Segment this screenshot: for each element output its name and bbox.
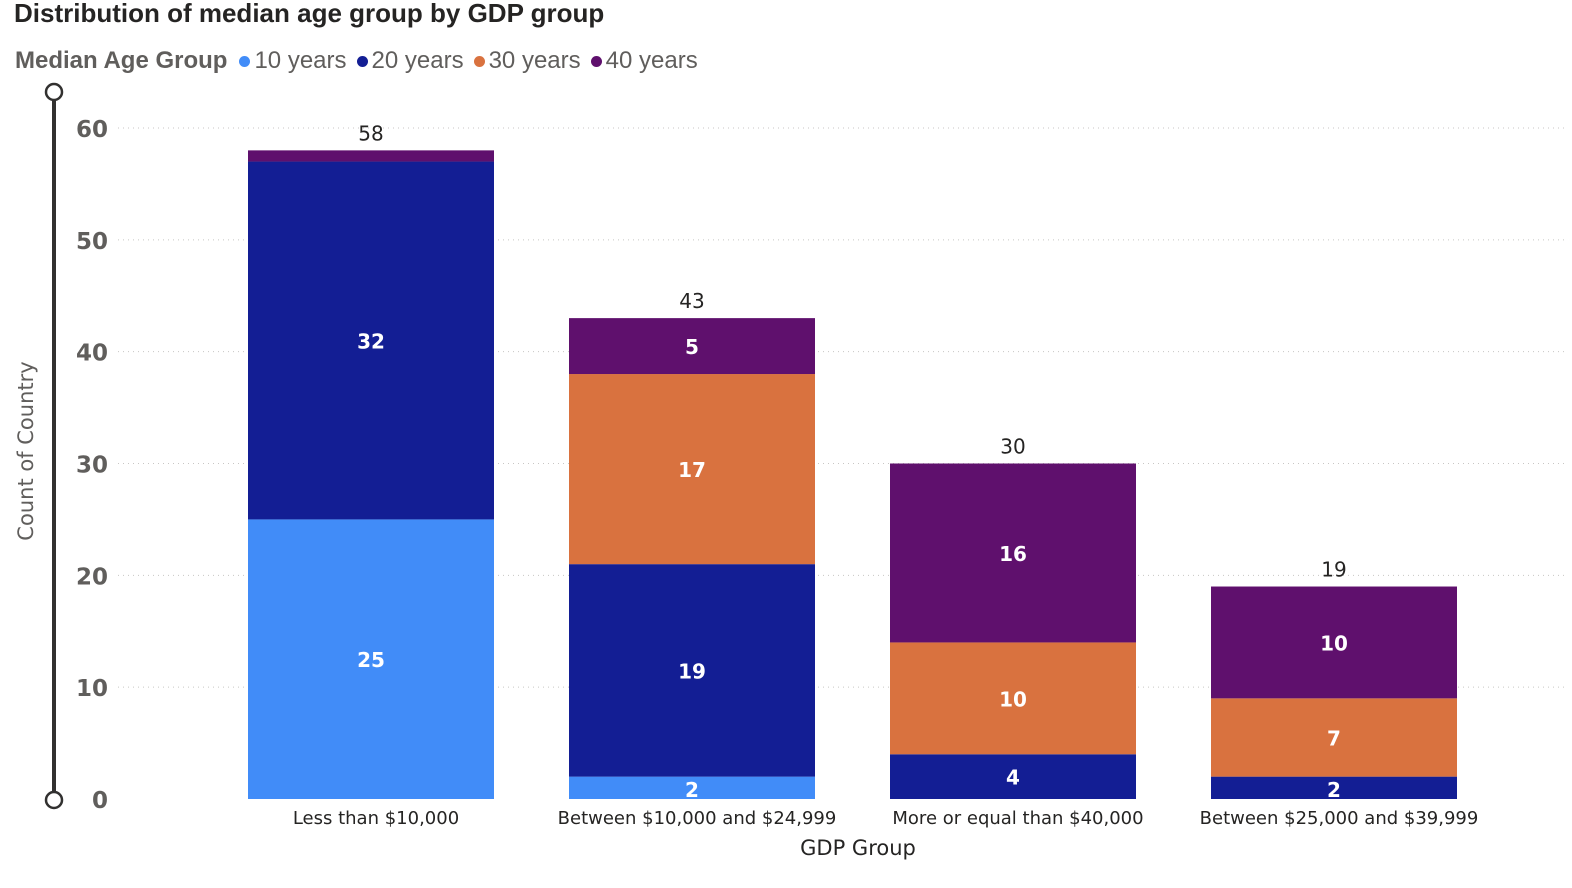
segment-label: 5 <box>685 335 699 359</box>
y-axis-title: Count of Country <box>14 361 38 540</box>
total-label: 19 <box>1321 558 1346 582</box>
chart-title: Distribution of median age group by GDP … <box>14 0 605 28</box>
legend-label-30-years: 30 years <box>488 47 581 74</box>
legend-dot-30-years <box>473 55 485 67</box>
legend-label-20-years: 20 years <box>371 47 464 74</box>
legend-dot-20-years <box>356 55 368 67</box>
bar-segment[interactable] <box>1211 586 1457 699</box>
gridlines <box>118 127 1568 688</box>
x-tick-label: Between $10,000 and $24,999 <box>558 808 837 829</box>
total-label: 30 <box>1000 435 1025 459</box>
y-tick-label: 20 <box>76 564 108 590</box>
segment-label: 10 <box>999 687 1027 711</box>
segment-label: 7 <box>1327 726 1341 750</box>
x-tick-label: More or equal than $40,000 <box>892 808 1143 829</box>
y-tick-label: 10 <box>76 676 108 702</box>
segment-label: 25 <box>357 648 385 672</box>
zoom-slider-top-handle[interactable] <box>44 82 64 102</box>
bar-segment[interactable] <box>569 564 815 777</box>
bar-segment[interactable] <box>890 463 1136 643</box>
total-labels: 58 43 30 19 <box>358 121 1346 581</box>
segment-label: 19 <box>678 659 706 683</box>
segment-label: 17 <box>678 458 706 482</box>
y-tick-label: 60 <box>76 117 108 143</box>
segment-label: 4 <box>1006 766 1020 790</box>
bar-segment[interactable] <box>1211 776 1457 799</box>
bar-segment[interactable] <box>890 754 1136 799</box>
zoom-slider-bottom-handle[interactable] <box>44 790 64 810</box>
bar-segment[interactable] <box>569 776 815 799</box>
legend-item-20-years[interactable]: 20 years <box>356 47 464 75</box>
bar-segment[interactable] <box>248 519 494 799</box>
legend-dot-40-years <box>590 55 602 67</box>
segment-label: 2 <box>1327 778 1341 802</box>
total-label: 43 <box>679 289 704 313</box>
segment-labels: 25 32 2 19 17 5 4 10 16 2 7 10 <box>357 329 1348 802</box>
legend-label-10-years: 10 years <box>254 47 347 74</box>
legend-label-40-years: 40 years <box>605 47 698 74</box>
legend-item-10-years[interactable]: 10 years <box>239 47 347 75</box>
bar-segment[interactable] <box>1211 698 1457 777</box>
legend: Median Age Group 10 years 20 years 30 ye… <box>15 44 708 78</box>
y-tick-label: 0 <box>92 788 108 814</box>
segment-label: 10 <box>1320 631 1348 655</box>
legend-title: Median Age Group <box>15 47 228 74</box>
y-tick-label: 40 <box>76 341 108 367</box>
segment-label: 2 <box>685 778 699 802</box>
bars <box>248 150 1457 799</box>
y-tick-label: 50 <box>76 229 108 255</box>
legend-dot-10-years <box>239 55 251 67</box>
segment-label: 16 <box>999 542 1027 566</box>
x-tick-label: Less than $10,000 <box>293 808 459 829</box>
y-tick-label: 30 <box>76 453 108 479</box>
zoom-slider <box>44 82 64 810</box>
x-axis-title: GDP Group <box>800 836 916 860</box>
bar-segment[interactable] <box>569 374 815 565</box>
legend-item-40-years[interactable]: 40 years <box>590 47 698 75</box>
legend-item-30-years[interactable]: 30 years <box>473 47 581 75</box>
bar-segment[interactable] <box>890 642 1136 755</box>
bar-segment[interactable] <box>248 150 494 162</box>
x-axis-ticks: Less than $10,000 Between $10,000 and $24… <box>293 808 1479 829</box>
y-axis-ticks: 0 10 20 30 40 50 60 <box>76 117 108 814</box>
x-tick-label: Between $25,000 and $39,999 <box>1200 808 1479 829</box>
bar-segment[interactable] <box>569 318 815 375</box>
bar-segment[interactable] <box>248 161 494 520</box>
total-label: 58 <box>358 121 383 145</box>
segment-label: 32 <box>357 329 385 353</box>
